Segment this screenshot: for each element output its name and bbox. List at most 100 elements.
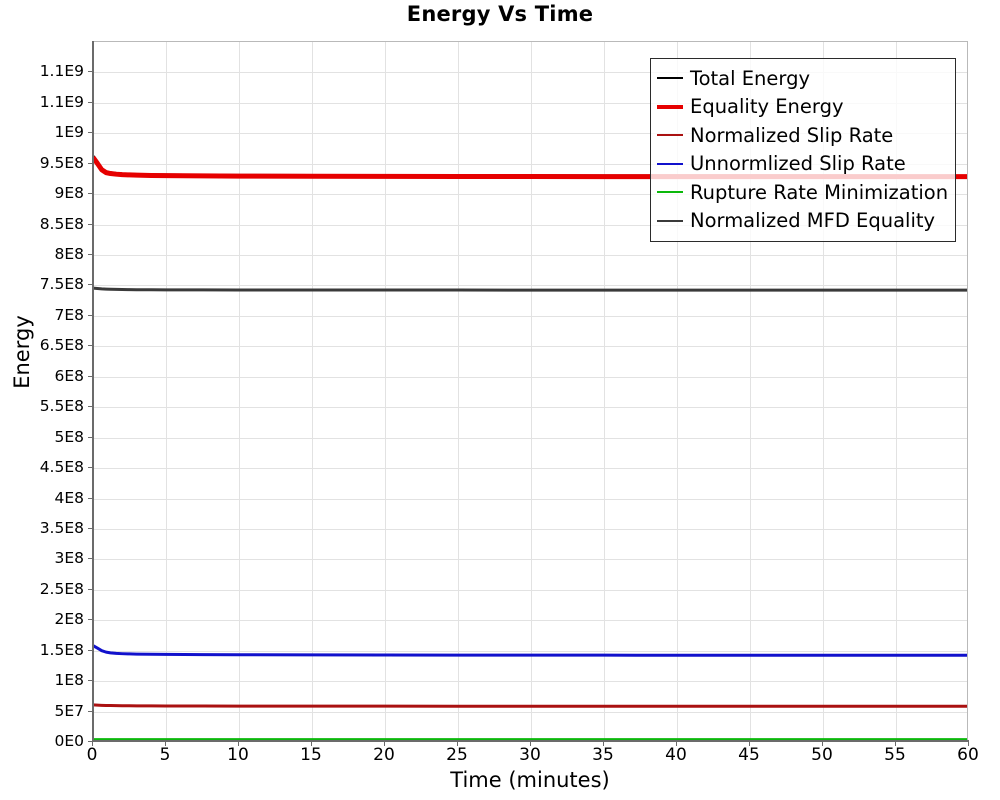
y-axis-tick-text: 2.5E8 <box>39 579 84 598</box>
y-axis-tick-mark <box>88 588 92 590</box>
legend-item[interactable]: Unnormlized Slip Rate <box>657 150 947 179</box>
gridline-horizontal <box>93 589 967 591</box>
gridline-vertical <box>239 42 240 740</box>
x-axis-tick-label: 55 <box>884 745 906 765</box>
x-axis-tick-mark <box>238 742 239 746</box>
gridline-horizontal <box>93 163 967 165</box>
y-axis-tick-mark <box>88 680 92 682</box>
x-axis-tick-mark <box>384 742 385 746</box>
y-axis-tick-mark <box>88 132 92 134</box>
gridline-horizontal <box>93 711 967 713</box>
y-axis-tick-text: 1E9 <box>54 123 84 142</box>
y-axis-tick-mark <box>88 497 92 499</box>
gridline-horizontal <box>93 681 967 683</box>
x-axis-tick-mark <box>311 742 312 746</box>
gridline-vertical <box>677 42 678 740</box>
y-axis-tick-mark <box>88 223 92 225</box>
x-axis-tick-label: 25 <box>446 745 468 765</box>
legend-color-swatch <box>657 191 683 194</box>
y-axis-tick-text: 4E8 <box>54 488 84 507</box>
x-axis-tick-label: 35 <box>592 745 614 765</box>
x-axis-tick-label: 15 <box>300 745 322 765</box>
gridline-horizontal <box>93 468 967 470</box>
chart-legend: Total Energy Equality Energy Normalized Sl… <box>650 58 956 242</box>
y-axis-tick-text: 6.5E8 <box>39 336 84 355</box>
y-axis-tick-text: 9E8 <box>54 184 84 203</box>
legend-item[interactable]: Normalized Slip Rate <box>657 121 947 150</box>
y-axis-tick-text: 2E8 <box>54 610 84 629</box>
legend-color-swatch <box>657 77 683 80</box>
x-axis-tick-label: 0 <box>86 745 98 765</box>
y-axis-tick-mark <box>88 406 92 408</box>
gridline-horizontal <box>93 346 967 348</box>
y-axis-tick-mark <box>88 101 92 103</box>
x-axis-tick-label: 50 <box>811 745 833 765</box>
gridline-vertical <box>750 42 751 740</box>
gridline-vertical <box>531 42 532 740</box>
gridline-horizontal <box>93 255 967 257</box>
gridline-vertical <box>385 42 386 740</box>
y-axis-tick-text: 9.5E8 <box>39 153 84 172</box>
gridline-horizontal <box>93 376 967 378</box>
series-line <box>93 705 967 706</box>
x-axis-tick-mark <box>895 742 896 746</box>
legend-item[interactable]: Total Energy <box>657 64 947 93</box>
y-axis-tick-mark <box>88 375 92 377</box>
y-axis-tick-text: 1.1E9 <box>39 62 84 81</box>
y-axis-tick-mark <box>88 710 92 712</box>
gridline-horizontal <box>93 528 967 530</box>
legend-item-label: Normalized Slip Rate <box>690 123 894 147</box>
gridline-vertical <box>166 42 167 740</box>
y-axis-tick-text: 6E8 <box>54 366 84 385</box>
gridline-horizontal <box>93 133 967 135</box>
gridline-horizontal <box>93 498 967 500</box>
gridline-vertical <box>458 42 459 740</box>
legend-item[interactable]: Normalized MFD Equality <box>657 207 947 236</box>
y-axis-tick-text: 5E7 <box>54 701 84 720</box>
x-axis-tick-label: 60 <box>957 745 979 765</box>
legend-color-swatch <box>657 219 683 222</box>
x-axis-tick-mark <box>676 742 677 746</box>
gridline-vertical <box>312 42 313 740</box>
y-axis-tick-mark <box>88 345 92 347</box>
x-axis-tick-mark <box>92 742 93 746</box>
x-axis-tick-label: 5 <box>159 745 171 765</box>
y-axis-tick-text: 1.1E9 <box>39 92 84 111</box>
y-axis-title: Energy <box>10 315 34 389</box>
gridline-vertical <box>604 42 605 740</box>
gridline-horizontal <box>93 315 967 317</box>
x-axis-tick-label: 40 <box>665 745 687 765</box>
gridline-horizontal <box>93 194 967 196</box>
legend-color-swatch <box>657 104 683 109</box>
x-axis-tick-label: 30 <box>519 745 541 765</box>
y-axis-tick-mark <box>88 558 92 560</box>
gridline-horizontal <box>93 437 967 439</box>
y-axis-tick-text: 7E8 <box>54 305 84 324</box>
y-axis-tick-text: 4.5E8 <box>39 458 84 477</box>
y-axis-tick-text: 8E8 <box>54 245 84 264</box>
legend-color-swatch <box>657 134 683 137</box>
legend-item-label: Unnormlized Slip Rate <box>690 152 906 175</box>
legend-color-swatch <box>657 162 683 165</box>
y-axis-tick-text: 3E8 <box>54 549 84 568</box>
legend-item[interactable]: Rupture Rate Minimization <box>657 178 949 207</box>
y-axis-line <box>92 41 94 742</box>
x-axis-tick-mark <box>165 742 166 746</box>
y-axis-tick-mark <box>88 649 92 651</box>
gridline-horizontal <box>93 559 967 561</box>
gridline-horizontal <box>93 620 967 622</box>
chart-title: Energy Vs Time <box>406 2 594 26</box>
legend-item-label: Rupture Rate Minimization <box>690 180 949 204</box>
y-axis-tick-mark <box>88 527 92 529</box>
x-axis-tick-mark <box>603 742 604 746</box>
y-axis-tick-mark <box>88 467 92 469</box>
legend-item-label: Total Energy <box>690 66 811 90</box>
x-axis-tick-mark <box>749 742 750 746</box>
x-axis-tick-mark <box>457 742 458 746</box>
y-axis-tick-text: 5E8 <box>54 427 84 446</box>
x-axis-tick-label: 20 <box>373 745 395 765</box>
gridline-vertical <box>823 42 824 740</box>
legend-item[interactable]: Equality Energy <box>657 93 947 122</box>
gridline-horizontal <box>93 224 967 226</box>
